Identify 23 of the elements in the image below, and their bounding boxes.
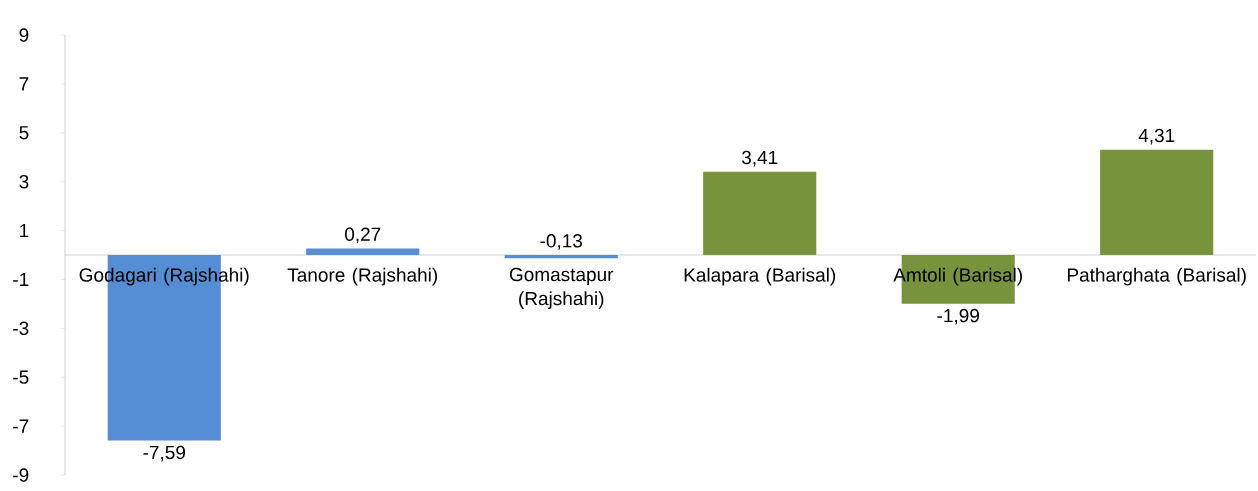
x-tick-label: Tanore (Rajshahi) [287, 267, 438, 286]
y-tick-label: 1 [20, 224, 29, 238]
y-tick-label: -3 [13, 321, 29, 336]
x-tick-label: Kalapara (Barisal) [684, 267, 836, 286]
y-tick-label: -9 [13, 468, 29, 482]
y-tick-label: 3 [19, 174, 29, 189]
data-label: -1,99 [937, 308, 979, 325]
x-tick-label: Patharghata (Barisal) [1067, 267, 1246, 286]
bar [703, 171, 817, 255]
data-label: 4,31 [1138, 128, 1175, 145]
data-label: -7,59 [143, 445, 185, 462]
data-label: -0,13 [540, 234, 583, 250]
y-tick-label: -5 [13, 370, 29, 384]
y-tick-label: 9 [19, 28, 29, 42]
y-tick-label: -7 [13, 419, 29, 433]
y-tick-label: 7 [19, 77, 29, 91]
y-tick-label: 5 [19, 126, 29, 140]
data-label: 3,41 [741, 150, 778, 167]
data-label: 0,27 [345, 227, 381, 244]
y-tick-label: -1 [13, 272, 29, 286]
bar [306, 248, 420, 255]
x-tick-label: Gomastapur (Rajshahi) [509, 267, 614, 309]
bar [1100, 149, 1214, 255]
